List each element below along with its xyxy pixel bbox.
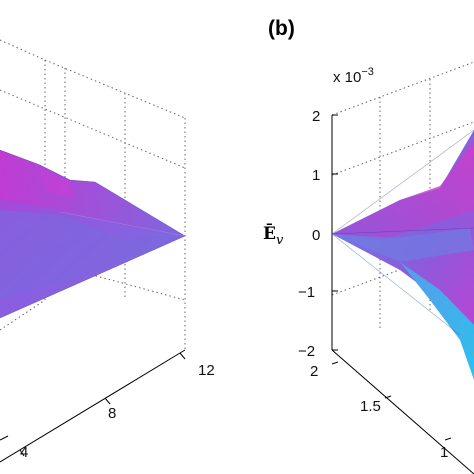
z-tick-0: 0 — [312, 227, 320, 244]
left-panel: 12 8 4 — [0, 39, 215, 463]
right-panel: (b) x 10−3 — [263, 17, 474, 474]
y-tick-2: 2 — [310, 363, 318, 380]
y-tick-1: 1 — [440, 444, 448, 461]
z-tick-neg2: −2 — [298, 343, 315, 360]
z-axis-label: Ēv — [263, 223, 284, 248]
right-surface — [331, 129, 474, 380]
left-tick-12: 12 — [198, 362, 215, 379]
left-floor-axis — [0, 349, 186, 463]
z-tick-neg1: −1 — [298, 284, 315, 301]
z-tick-2: 2 — [312, 108, 320, 125]
left-tick-4: 4 — [20, 444, 28, 461]
right-floor-axis — [331, 349, 474, 474]
left-tick-8: 8 — [108, 405, 116, 422]
z-scale-label: x 10−3 — [333, 66, 374, 86]
z-tick-1: 1 — [312, 167, 320, 184]
panel-label-b: (b) — [268, 17, 295, 40]
y-tick-1-5: 1.5 — [360, 398, 381, 415]
left-surface — [0, 149, 186, 319]
